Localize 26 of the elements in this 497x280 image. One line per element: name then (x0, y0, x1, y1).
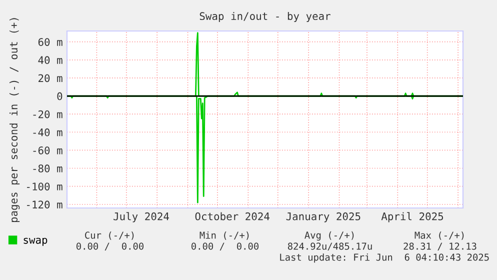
text: Cur (-/+) (85, 231, 134, 240)
text: Min (-/+) (200, 231, 249, 240)
legend-label: swap (24, 238, 48, 246)
text: Max (-/+) (414, 231, 464, 240)
y-tick-label: -80 m (33, 164, 62, 172)
y-tick-label: -40 m (33, 128, 62, 136)
y-tick-label: 0 (57, 92, 62, 100)
text: 824.92u/485.17u (288, 242, 372, 251)
text: 0.00 / 0.00 (192, 242, 259, 251)
x-tick-label: October 2024 (195, 212, 270, 220)
y-tick-label: 20 m (38, 74, 62, 82)
x-tick-label: January 2025 (286, 212, 360, 222)
y-tick-label: -20 m (33, 110, 62, 118)
y-tick-label: -120 m (27, 200, 62, 209)
x-tick-label: July 2024 (114, 212, 169, 222)
x-tick-label: April 2025 (381, 212, 444, 222)
y-axis-title: pages per second in (-) / out (+) (10, 18, 20, 222)
y-tick-label: -100 m (27, 182, 62, 190)
text: 28.31 / 12.13 (404, 242, 476, 251)
text: Avg (-/+) (304, 231, 354, 241)
y-tick-label: -60 m (33, 146, 62, 154)
y-tick-label: 40 m (38, 56, 62, 64)
text: Last update: Fri Jun 6 04:10:43 2025 (280, 253, 489, 263)
y-tick-label: 60 m (38, 38, 62, 46)
chart-title: Swap in/out - by year (200, 12, 330, 22)
text: 0.00 / 0.00 (76, 242, 144, 251)
